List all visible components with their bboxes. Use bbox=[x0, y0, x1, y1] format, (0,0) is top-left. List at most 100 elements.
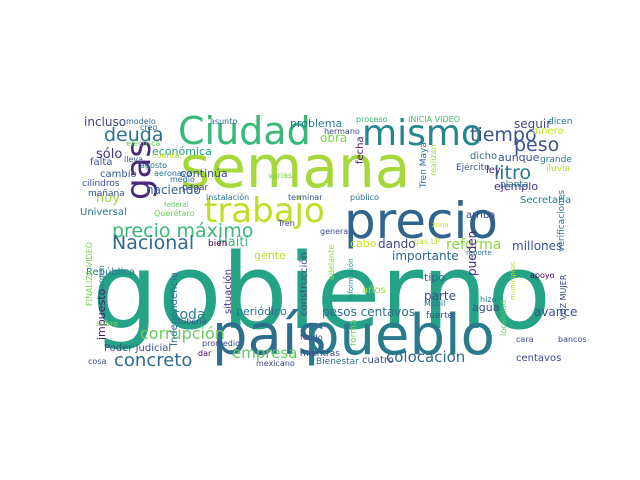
word-sobre: sobre bbox=[96, 319, 119, 328]
word-haciendo: haciendo bbox=[146, 183, 201, 197]
word-obra: obra bbox=[320, 131, 348, 145]
word-cosa: cosa bbox=[88, 357, 107, 366]
word-reforma: reforma bbox=[446, 237, 502, 253]
word-economica: económica bbox=[152, 145, 212, 158]
cloud-canvas bbox=[80, 108, 560, 372]
word-poder-judicial: Poder Judicial bbox=[104, 343, 172, 354]
word-gas-lp: gas LP bbox=[414, 237, 440, 246]
word-tiempo: tiempo bbox=[470, 124, 537, 146]
word-independencia: Independencia bbox=[169, 272, 180, 346]
word-dicho: dicho bbox=[470, 151, 498, 162]
word-dicen: dicen bbox=[548, 117, 573, 127]
word-continua: continúa bbox=[180, 167, 228, 180]
word-electrica: eléctrica bbox=[126, 139, 161, 148]
word-mobil: Mobil bbox=[424, 299, 446, 308]
word-dar: dar bbox=[198, 349, 212, 358]
word-mexicano: mexicano bbox=[256, 359, 295, 368]
word-adelante: adelante bbox=[327, 244, 336, 280]
word-bienestar: Bienestar bbox=[316, 357, 359, 367]
word-mismo: mismo bbox=[362, 113, 483, 154]
word-modelo: modelo bbox=[126, 117, 156, 126]
word-voz-mujer: VOZ MUJER bbox=[559, 274, 568, 320]
word-localidad: localidad bbox=[499, 300, 508, 336]
word-parte: parte bbox=[424, 289, 456, 303]
word-precio-maximo: precio máximo bbox=[112, 220, 254, 242]
word-fuerte: fuerte bbox=[426, 311, 454, 321]
word-trabajo: trabajo bbox=[204, 191, 325, 231]
word-concreto: concreto bbox=[114, 350, 193, 371]
word-varias: varias bbox=[268, 171, 293, 180]
word-solo: sólo bbox=[96, 147, 123, 162]
word-grande: grande bbox=[540, 155, 572, 165]
word-cambio: cambio bbox=[100, 169, 137, 180]
word-construccion: construcción bbox=[299, 252, 310, 316]
word-forma: forma bbox=[349, 319, 359, 347]
word-arriba: arriba bbox=[466, 210, 496, 221]
word-cabo: cabo bbox=[350, 237, 377, 250]
word-secretaria: Secretaría bbox=[520, 195, 572, 206]
word-nacional: Nacional bbox=[112, 232, 195, 254]
word-problema: problema bbox=[290, 117, 343, 130]
word-margen: margen bbox=[97, 265, 106, 296]
word-hoy: hoy bbox=[96, 191, 120, 206]
word-republica: República bbox=[86, 267, 135, 278]
word-verificaciones: verificaciones bbox=[557, 189, 567, 252]
word-reporte: reporte bbox=[466, 249, 492, 257]
word-peso: peso bbox=[514, 134, 560, 156]
word-incluso: incluso bbox=[84, 115, 127, 129]
word-lluvia: lluvia bbox=[546, 164, 571, 174]
word-planta: planta bbox=[500, 180, 529, 190]
word-asunto: asunto bbox=[210, 117, 238, 126]
word-deuda: deuda bbox=[104, 124, 164, 146]
word-proceso: proceso bbox=[356, 115, 388, 124]
word-toda: toda bbox=[174, 307, 206, 323]
word-cara: cara bbox=[516, 335, 534, 344]
word-creo: creo bbox=[140, 123, 158, 132]
word-semana: semana bbox=[180, 133, 411, 201]
word-ley: ley bbox=[486, 165, 501, 176]
word-precio: precio bbox=[344, 192, 498, 250]
word-colocacion: colocación bbox=[386, 348, 466, 366]
word-federal: federal bbox=[164, 201, 189, 209]
word-seguir: seguir bbox=[514, 117, 552, 131]
word-zona: zona bbox=[432, 221, 449, 229]
word-medio: medio bbox=[170, 175, 195, 184]
word-ejercito: Ejército bbox=[456, 163, 490, 173]
word-manana: mañana bbox=[88, 189, 125, 199]
word-pueblo: pueblo bbox=[304, 303, 495, 368]
word-fecha: fecha bbox=[355, 136, 366, 164]
word-cuatro: cuatro bbox=[362, 355, 394, 366]
word-terminar: terminar bbox=[288, 193, 323, 202]
word-situacion: situación bbox=[223, 268, 234, 314]
word-hermano: hermano bbox=[324, 127, 360, 136]
word-agosto: agosto bbox=[140, 161, 168, 170]
word-aunque: aunque bbox=[498, 151, 540, 164]
word-realizan: realizan bbox=[429, 144, 438, 176]
word-finaliza-video: FINALIZA VIDEO bbox=[85, 241, 94, 306]
word-queretaro: Querétaro bbox=[154, 209, 195, 218]
word-pesos-centavos: pesos centavos bbox=[322, 305, 415, 319]
word-instalacion: instalación bbox=[206, 193, 250, 202]
word-cuenta: cuenta bbox=[152, 151, 180, 160]
word-apoyo: apoyo bbox=[530, 271, 555, 280]
word-universal: Universal bbox=[80, 207, 127, 218]
word-falta: falta bbox=[90, 157, 113, 168]
word-agua: agua bbox=[472, 301, 500, 314]
word-avance: avance bbox=[534, 305, 578, 319]
word-tren-maya: Tren Maya bbox=[419, 142, 429, 188]
word-tuberia: tubería bbox=[178, 317, 207, 326]
word-bien: bien bbox=[208, 239, 228, 249]
word-haiti: Haití bbox=[218, 235, 249, 250]
word-litro: litro bbox=[494, 162, 532, 184]
word-mientras: mientras bbox=[300, 349, 340, 359]
word-dinero: dinero bbox=[532, 126, 564, 137]
word-ejemplo: ejemplo bbox=[494, 180, 539, 193]
word-empresa: empresa bbox=[232, 344, 298, 362]
word-cilindros: cilindros bbox=[82, 179, 120, 189]
word-pagar: pagar bbox=[182, 183, 209, 193]
word-lleva: lleva bbox=[124, 155, 144, 164]
word-corrupcion: corrupción bbox=[140, 324, 225, 343]
word-importante: importante bbox=[392, 249, 459, 263]
word-centavos: centavos bbox=[516, 353, 562, 364]
